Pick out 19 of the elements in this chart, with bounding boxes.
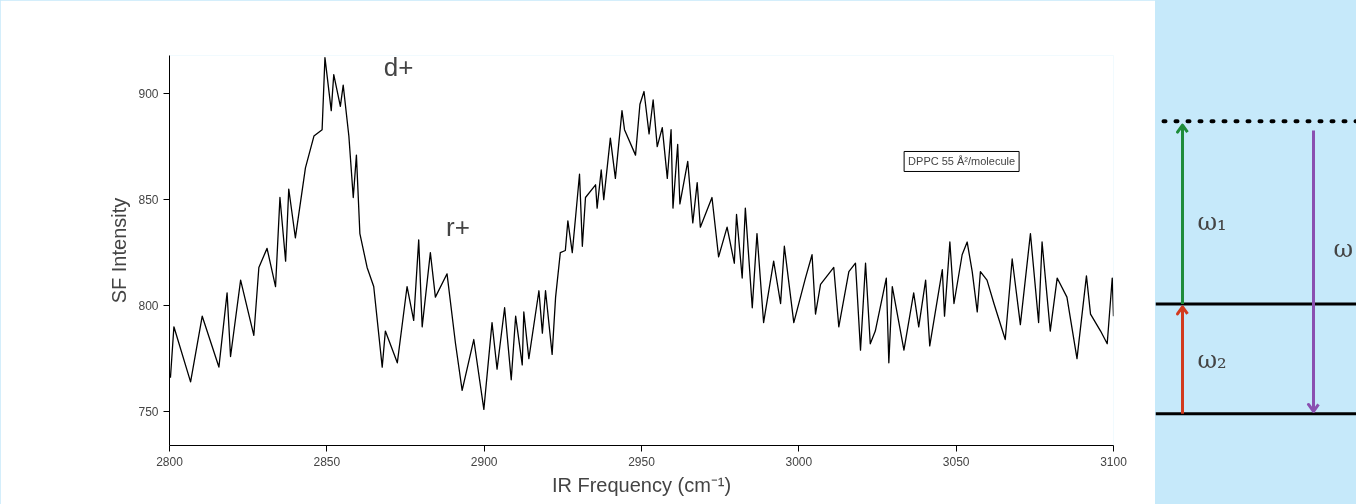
text: ω₁ bbox=[1197, 207, 1227, 236]
x-tick-label: 3000 bbox=[785, 454, 813, 469]
y-tick-label: 800 bbox=[138, 299, 159, 314]
text: ω₂ bbox=[1197, 345, 1227, 374]
x-tick-label: 3050 bbox=[942, 454, 970, 469]
y-tick-label: 900 bbox=[138, 87, 159, 102]
x-tick-label: 2950 bbox=[628, 454, 656, 469]
x-tick-label: 2800 bbox=[156, 454, 184, 469]
y-axis-title: SF Intensity bbox=[108, 197, 131, 304]
annotation: DPPC 55 Å²/molecule bbox=[908, 155, 1016, 168]
y-tick-label: 750 bbox=[138, 405, 159, 420]
text: ω bbox=[1333, 234, 1354, 263]
x-tick-label: 2850 bbox=[313, 454, 341, 469]
x-tick-label: 3100 bbox=[1100, 454, 1128, 469]
annotation: r+ bbox=[446, 212, 470, 243]
x-axis-title: IR Frequency (cm⁻¹) bbox=[551, 473, 732, 496]
annotation: d+ bbox=[383, 52, 414, 83]
y-tick-label: 850 bbox=[138, 193, 159, 208]
x-tick-label: 2900 bbox=[470, 454, 498, 469]
